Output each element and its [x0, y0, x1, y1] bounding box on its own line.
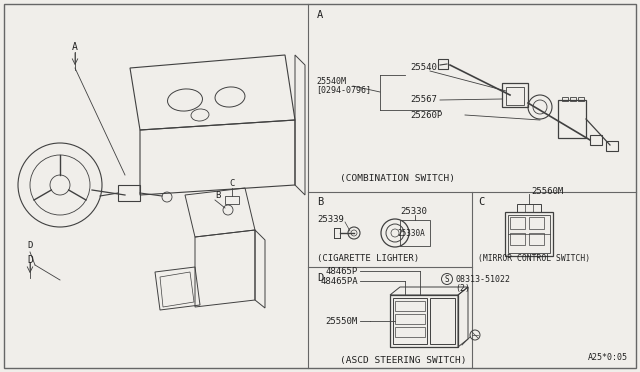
Text: (CIGARETTE LIGHTER): (CIGARETTE LIGHTER)	[317, 253, 419, 263]
Bar	[430, 298, 455, 344]
Text: A: A	[317, 10, 323, 20]
Text: D: D	[27, 255, 33, 265]
Bar	[562, 97, 568, 101]
Text: 25540: 25540	[410, 64, 437, 73]
Text: (MIRROR CONTROL SWITCH): (MIRROR CONTROL SWITCH)	[478, 253, 590, 263]
Text: B: B	[317, 197, 323, 207]
Bar	[510, 217, 525, 229]
Bar	[606, 141, 618, 151]
Text: A25*0:05: A25*0:05	[588, 353, 628, 362]
Bar	[558, 100, 586, 138]
Bar	[529, 233, 544, 245]
Bar	[118, 185, 140, 201]
Bar	[578, 97, 584, 101]
Bar	[508, 215, 550, 253]
Text: (2): (2)	[455, 283, 470, 292]
Bar	[395, 314, 425, 324]
Bar	[225, 196, 239, 204]
Text: C: C	[478, 197, 484, 207]
Text: 25330A: 25330A	[397, 228, 425, 237]
Bar	[590, 135, 602, 145]
Bar	[390, 295, 458, 347]
Text: C: C	[229, 179, 235, 187]
Text: 25339: 25339	[317, 215, 344, 224]
Bar	[393, 298, 427, 344]
Bar	[502, 83, 528, 107]
Bar	[395, 327, 425, 337]
Text: S: S	[445, 275, 449, 283]
Text: (ASCD STEERING SWITCH): (ASCD STEERING SWITCH)	[340, 356, 467, 365]
Text: 25330: 25330	[400, 208, 427, 217]
Text: B: B	[215, 190, 221, 199]
Bar	[400, 220, 430, 246]
Text: 25550M: 25550M	[326, 317, 358, 326]
Bar	[438, 59, 448, 69]
Text: [0294-0796]: [0294-0796]	[316, 86, 371, 94]
Text: 25560M: 25560M	[531, 186, 563, 196]
Text: D: D	[28, 241, 33, 250]
Bar	[506, 87, 524, 105]
Text: 25260P: 25260P	[410, 110, 442, 119]
Text: (COMBINATION SWITCH): (COMBINATION SWITCH)	[340, 173, 455, 183]
Bar	[395, 301, 425, 311]
Bar	[517, 204, 541, 212]
Text: A: A	[72, 42, 78, 52]
Text: 08313-51022: 08313-51022	[455, 275, 510, 283]
Bar	[505, 212, 553, 256]
Text: 48465PA: 48465PA	[321, 276, 358, 285]
Bar	[529, 217, 544, 229]
Text: 25540M: 25540M	[316, 77, 346, 87]
Text: D: D	[317, 273, 323, 283]
Bar	[570, 97, 576, 101]
Text: 25567: 25567	[410, 96, 437, 105]
Bar	[510, 233, 525, 245]
Text: 48465P: 48465P	[326, 266, 358, 276]
